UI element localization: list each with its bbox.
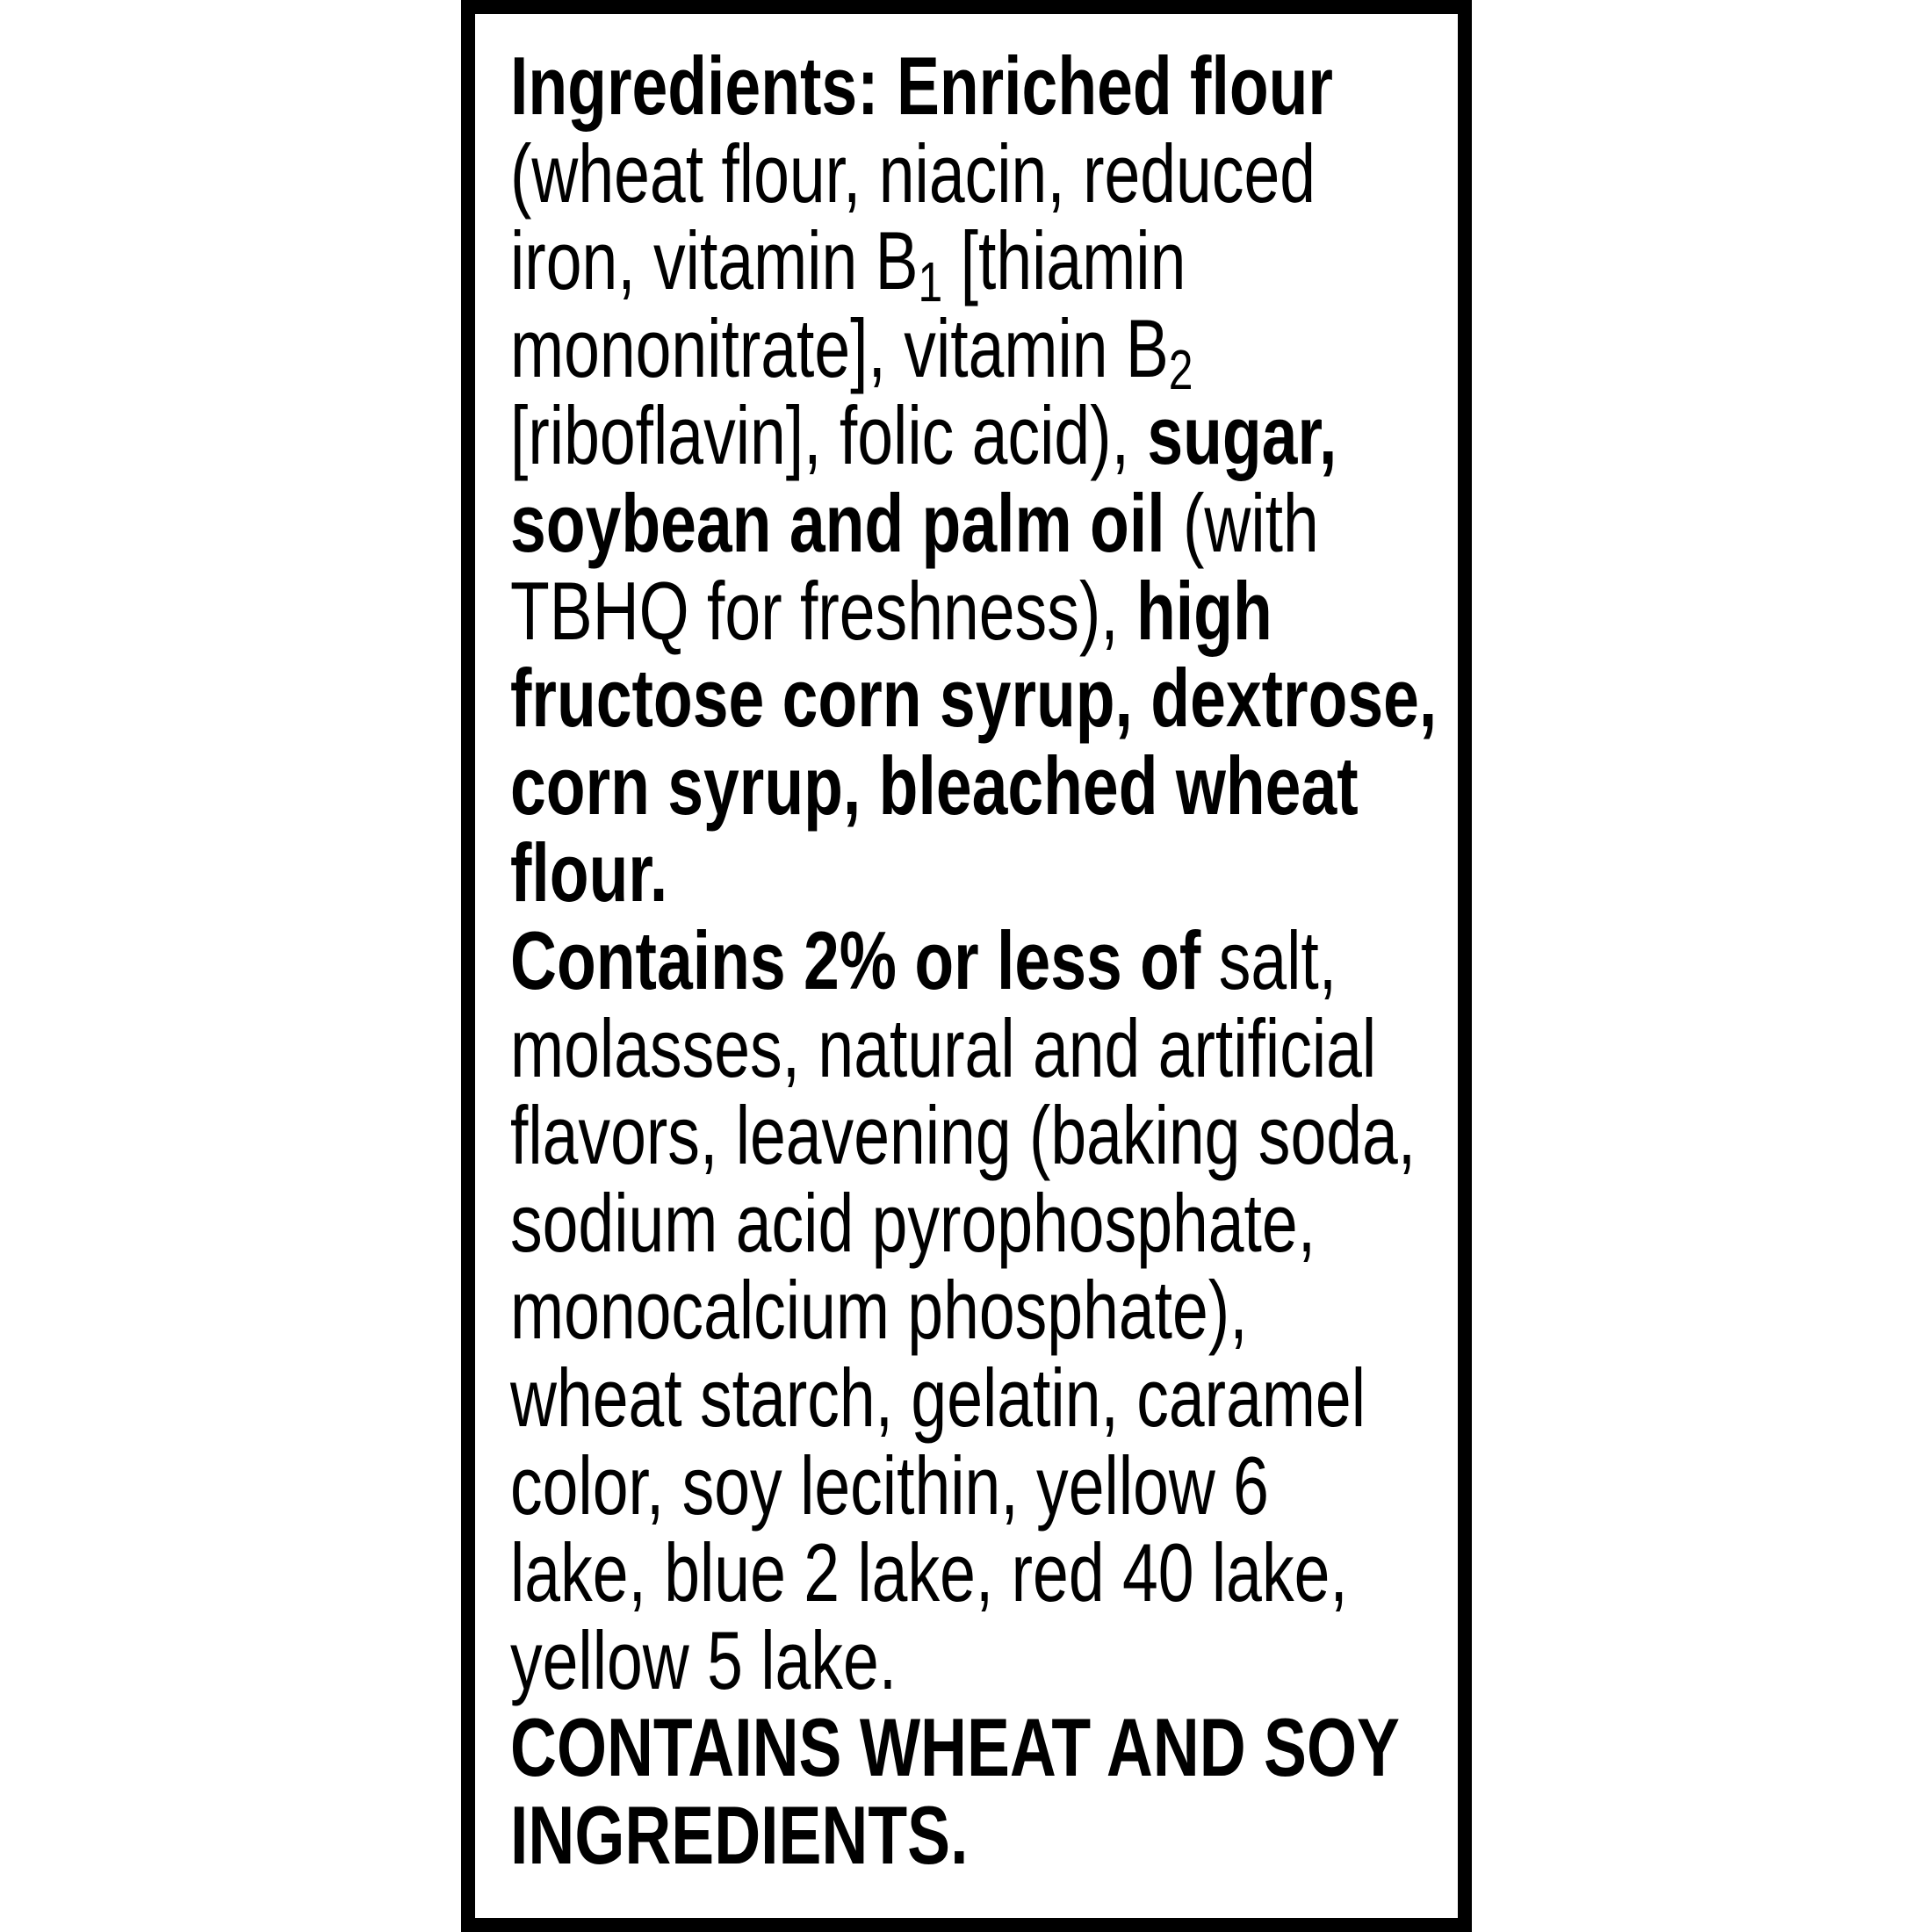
ingredient-line: color, soy lecithin, yellow 6	[510, 1438, 1458, 1532]
ingredient-line: mononitrate], vitamin B2	[510, 301, 1458, 397]
ingredient-text-segment: flavors, leavening (baking soda,	[510, 1089, 1417, 1182]
ingredient-line: sodium acid pyrophosphate,	[510, 1176, 1458, 1269]
ingredient-text-segment: INGREDIENTS.	[510, 1788, 969, 1881]
ingredient-text-segment: high	[1136, 564, 1272, 657]
ingredient-text-segment: wheat starch, gelatin, caramel	[510, 1351, 1366, 1444]
ingredient-line: Ingredients: Enriched flour	[510, 40, 1458, 132]
ingredient-line: Contains 2% or less of salt,	[510, 913, 1458, 1006]
ingredient-text-segment: soybean and palm oil	[510, 476, 1165, 569]
ingredient-line: (wheat flour, niacin, reduced	[510, 126, 1458, 220]
ingredient-text-segment: (wheat flour, niacin, reduced	[510, 126, 1316, 220]
ingredient-line: soybean and palm oil (with	[510, 476, 1458, 569]
ingredient-line: iron, vitamin B1 [thiamin	[510, 214, 1458, 310]
ingredient-text-segment: yellow 5 lake.	[510, 1613, 898, 1706]
ingredient-text-segment: molasses, natural and artificial	[510, 1001, 1377, 1094]
ingredient-text-segment: color, soy lecithin, yellow 6	[510, 1438, 1269, 1532]
ingredient-line: INGREDIENTS.	[510, 1788, 1458, 1881]
ingredient-line: flavors, leavening (baking soda,	[510, 1089, 1458, 1182]
ingredient-line: yellow 5 lake.	[510, 1613, 1458, 1706]
ingredient-text-segment: salt,	[1200, 913, 1337, 1006]
ingredient-text-segment: monocalcium phosphate),	[510, 1264, 1248, 1357]
ingredient-text-segment: CONTAINS WHEAT AND SOY	[510, 1701, 1400, 1794]
ingredient-text-segment: mononitrate], vitamin B	[510, 301, 1169, 394]
ingredient-text-segment: fructose corn syrup, dextrose,	[510, 652, 1438, 745]
ingredient-text-segment: flour.	[510, 826, 668, 919]
ingredient-line: fructose corn syrup, dextrose,	[510, 652, 1458, 745]
ingredient-text-segment: [riboflavin], folic acid),	[510, 389, 1148, 482]
ingredient-text-segment: sodium acid pyrophosphate,	[510, 1176, 1316, 1269]
ingredient-line: molasses, natural and artificial	[510, 1001, 1458, 1094]
ingredients-label: Ingredients: Enriched flour (wheat flour,…	[461, 0, 1472, 1932]
ingredient-text-segment: iron, vitamin B	[510, 214, 919, 307]
ingredient-line: wheat starch, gelatin, caramel	[510, 1351, 1458, 1444]
ingredient-text-segment: (with	[1164, 476, 1319, 569]
vitamin-subscript: 2	[1168, 337, 1193, 401]
ingredient-text-segment: sugar,	[1147, 389, 1337, 482]
ingredient-text-segment: Contains 2% or less of	[510, 913, 1201, 1006]
ingredients-text: Ingredients: Enriched flour (wheat flour,…	[510, 40, 1458, 1881]
ingredient-text-segment: TBHQ for freshness),	[510, 564, 1137, 657]
ingredient-line: monocalcium phosphate),	[510, 1264, 1458, 1357]
ingredient-text-segment: Ingredients: Enriched flour	[510, 40, 1333, 132]
ingredient-text-segment: [thiamin	[942, 214, 1186, 307]
ingredient-line: lake, blue 2 lake, red 40 lake,	[510, 1526, 1458, 1619]
ingredient-line: corn syrup, bleached wheat	[510, 739, 1458, 832]
ingredient-line: [riboflavin], folic acid), sugar,	[510, 389, 1458, 482]
ingredient-line: TBHQ for freshness), high	[510, 564, 1458, 657]
ingredient-line: CONTAINS WHEAT AND SOY	[510, 1701, 1458, 1794]
ingredient-line: flour.	[510, 826, 1458, 919]
vitamin-subscript: 1	[918, 250, 943, 314]
ingredient-text-segment: lake, blue 2 lake, red 40 lake,	[510, 1526, 1348, 1619]
ingredient-text-segment: corn syrup, bleached wheat	[510, 739, 1359, 832]
